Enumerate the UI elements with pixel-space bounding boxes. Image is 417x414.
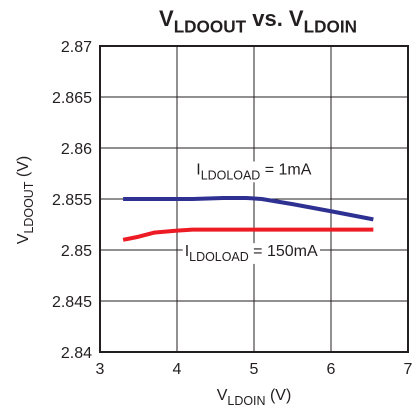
x-tick-label: 6 — [327, 361, 336, 378]
x-tick-label: 7 — [404, 361, 413, 378]
annotation: ILDOLOAD = 1mA — [196, 162, 312, 183]
text-part: LDOLOAD — [201, 168, 261, 182]
text-part: V — [15, 233, 32, 244]
y-tick-label: 2.845 — [52, 294, 92, 311]
text-part: LDOIN — [304, 17, 357, 37]
y-axis-label: VLDOOUT (V) — [15, 156, 36, 244]
text-part: V — [159, 6, 174, 31]
y-tick-label: 2.84 — [61, 345, 92, 362]
annotation: ILDOLOAD = 150mA — [185, 243, 318, 264]
text-part: LDOOUT — [22, 181, 36, 233]
plot-frame — [99, 45, 409, 353]
y-tick-label: 2.87 — [61, 39, 92, 56]
text-part: I — [196, 162, 200, 179]
y-tick-label: 2.865 — [52, 90, 92, 107]
text-part: = 150mA — [249, 243, 318, 260]
text-part: LDOLOAD — [189, 250, 249, 264]
text-part: (V) — [15, 156, 32, 182]
text-part: V — [217, 387, 228, 404]
y-tick-label: 2.85 — [61, 243, 92, 260]
chart-title: VLDOOUT vs. VLDOIN — [159, 6, 357, 37]
text-part: vs. V — [246, 6, 304, 31]
data-line — [123, 195, 374, 222]
x-tick-label: 4 — [173, 361, 182, 378]
data-line — [122, 227, 374, 242]
text-part: I — [185, 243, 189, 260]
text-part: = 1mA — [260, 162, 311, 179]
text-part: LDOIN — [227, 394, 265, 408]
text-part: (V) — [266, 387, 292, 404]
y-tick-label: 2.855 — [52, 192, 92, 209]
x-tick-label: 5 — [250, 361, 259, 378]
x-axis-label: VLDOIN (V) — [217, 387, 292, 408]
text-part: LDOOUT — [174, 17, 247, 37]
annotation-background — [194, 161, 314, 183]
y-tick-label: 2.86 — [61, 141, 92, 158]
x-tick-label: 3 — [96, 361, 105, 378]
annotation-background — [182, 243, 321, 264]
